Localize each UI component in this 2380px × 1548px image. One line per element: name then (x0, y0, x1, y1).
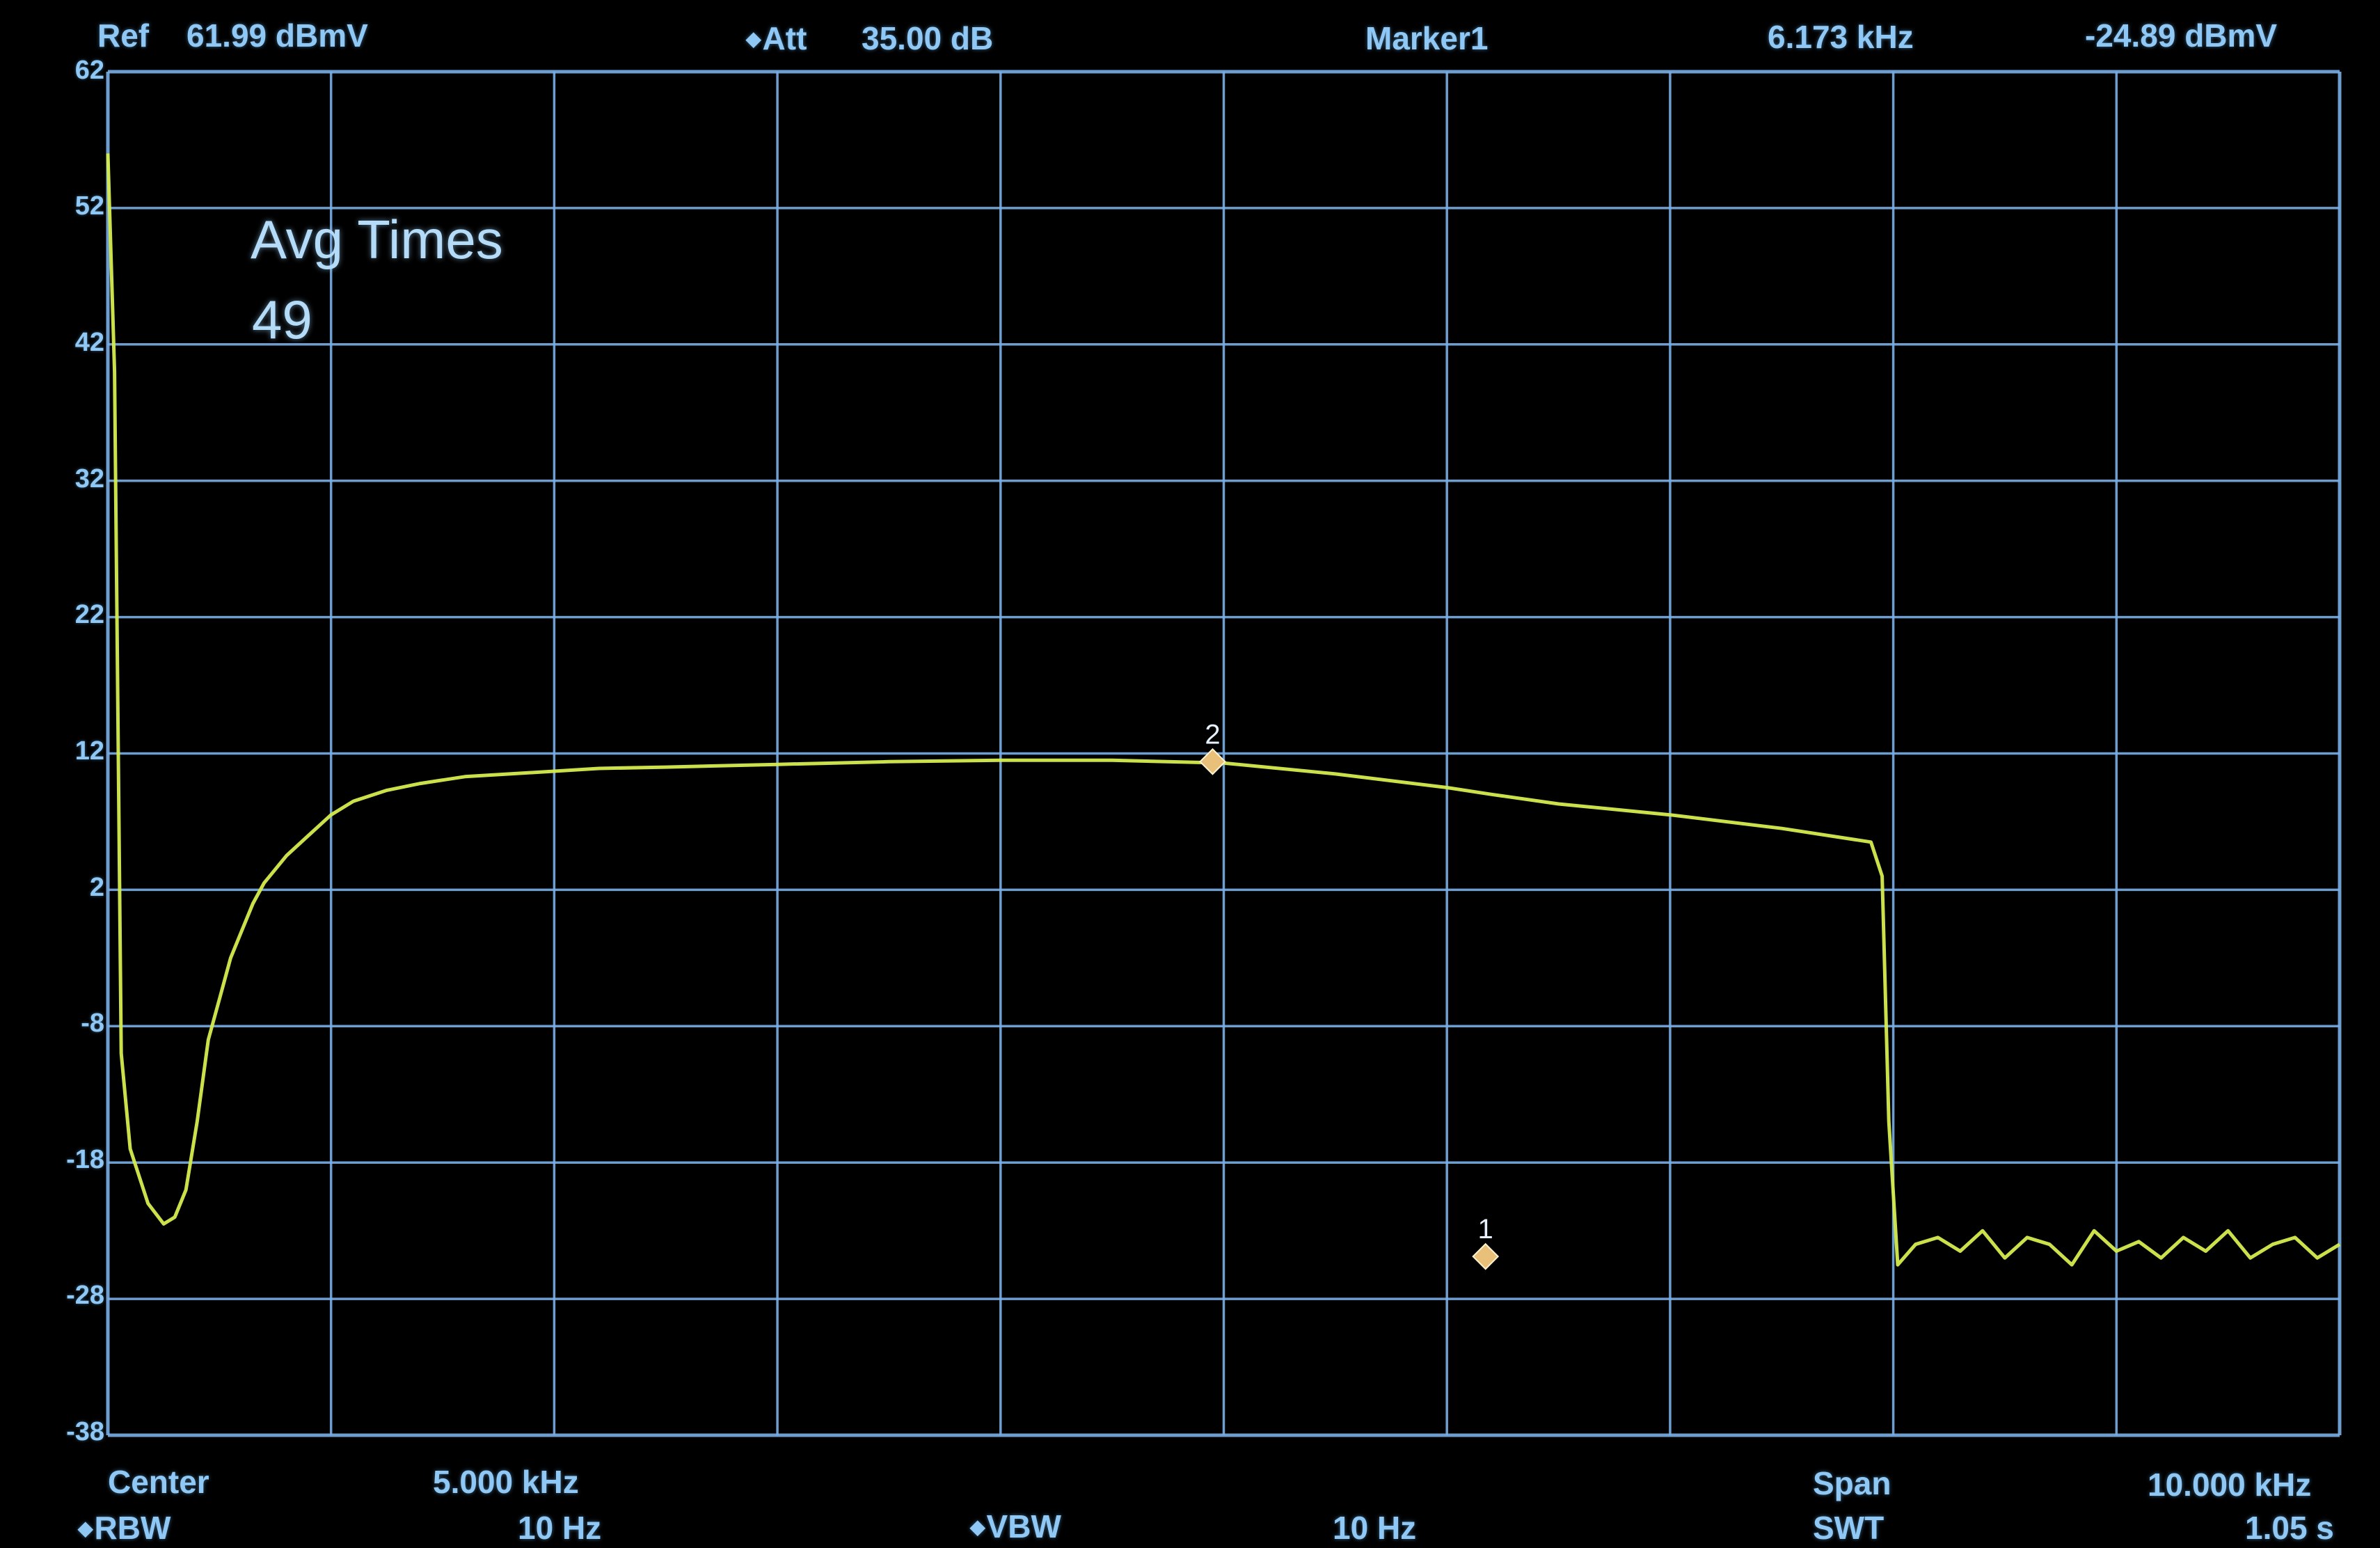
avg-times-label: Avg Times (251, 209, 503, 270)
y-tick-label: 52 (74, 191, 104, 221)
span-value: 10.000 kHz (2148, 1467, 2312, 1503)
diamond-icon: ◆ (78, 1517, 93, 1539)
marker-2-icon (1199, 748, 1226, 775)
swt-label: SWT (1813, 1510, 1885, 1546)
marker-level: -24.89 dBmV (2085, 17, 2278, 54)
avg-times-value: 49 (252, 289, 312, 350)
y-tick-label: -28 (66, 1281, 104, 1310)
y-tick-label: 62 (74, 56, 104, 85)
y-tick-label: -8 (81, 1009, 104, 1038)
marker-1-label: 1 (1478, 1214, 1493, 1245)
marker-1-icon (1472, 1242, 1500, 1270)
plot-grid (106, 70, 2342, 1437)
ref-value: 61.99 dBmV (187, 17, 368, 54)
marker-2-label: 2 (1205, 719, 1220, 750)
marker-layer: 12 (1199, 719, 1500, 1270)
vbw-value: 10 Hz (1333, 1510, 1417, 1546)
ref-label: Ref (97, 17, 150, 54)
y-tick-label: 32 (74, 464, 104, 493)
att-value: 35.00 dB (862, 20, 994, 56)
center-label: Center (108, 1464, 209, 1500)
y-tick-label: 12 (74, 736, 104, 766)
swt-value: 1.05 s (2245, 1510, 2334, 1546)
att-label: Att (762, 20, 807, 56)
diamond-icon: ◆ (970, 1516, 985, 1538)
vbw-control[interactable]: ◆VBW (970, 1510, 1061, 1542)
y-tick-label: 2 (89, 873, 104, 902)
marker-frequency: 6.173 kHz (1768, 19, 1914, 55)
rbw-label: RBW (94, 1510, 171, 1546)
y-tick-label: -38 (66, 1417, 104, 1446)
att-control[interactable]: ◆Att (746, 22, 807, 54)
rbw-value: 10 Hz (518, 1510, 602, 1546)
center-value: 5.000 kHz (433, 1464, 579, 1500)
diamond-icon: ◆ (746, 28, 761, 49)
y-tick-label: 22 (74, 600, 104, 629)
y-tick-label: -18 (66, 1145, 104, 1174)
rbw-control[interactable]: ◆RBW (78, 1512, 170, 1544)
y-tick-label: 42 (74, 328, 104, 357)
span-label: Span (1813, 1465, 1891, 1501)
vbw-label: VBW (986, 1508, 1061, 1545)
marker-label: Marker1 (1365, 20, 1489, 56)
